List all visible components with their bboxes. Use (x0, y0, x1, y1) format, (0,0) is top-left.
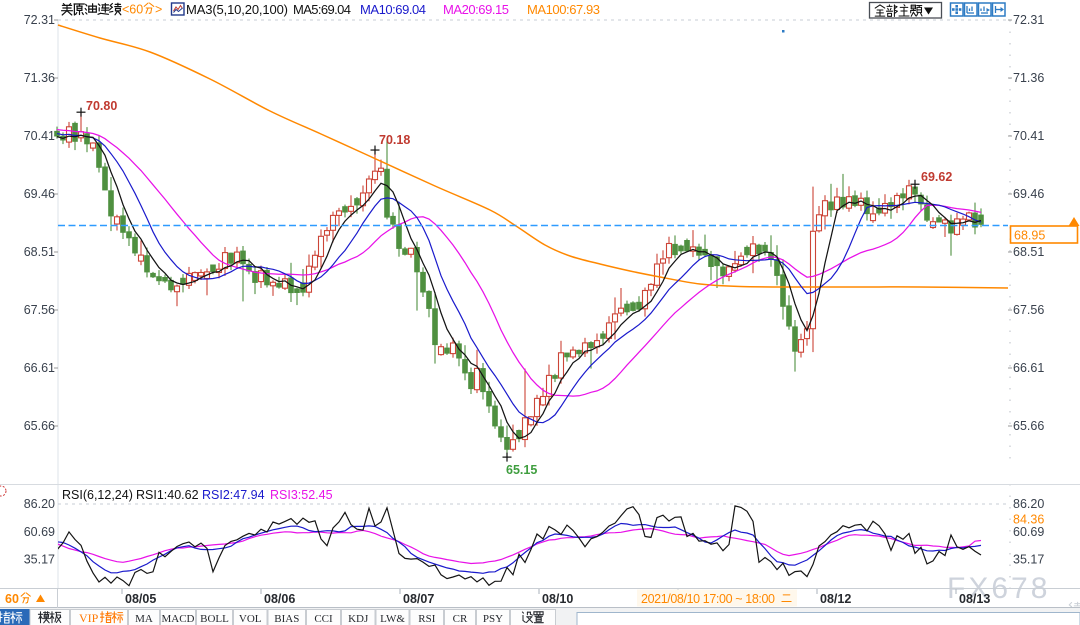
svg-text:70.18: 70.18 (379, 133, 410, 147)
svg-text:08/07: 08/07 (403, 592, 434, 606)
svg-text:<60: <60 (122, 3, 143, 17)
svg-text:71.36: 71.36 (24, 71, 55, 85)
svg-text:VOL: VOL (239, 613, 262, 625)
svg-text:72.31: 72.31 (24, 13, 55, 27)
svg-text:BIAS: BIAS (274, 613, 299, 625)
svg-text:VIP: VIP (79, 611, 99, 625)
svg-text:35.17: 35.17 (1013, 552, 1044, 566)
svg-text:86.20: 86.20 (1013, 497, 1044, 511)
svg-text:RSI: RSI (418, 613, 435, 625)
svg-text:60.69: 60.69 (24, 525, 55, 539)
svg-text:08/10: 08/10 (542, 592, 573, 606)
svg-text:69.46: 69.46 (1013, 187, 1044, 201)
svg-text:66.61: 66.61 (24, 361, 55, 375)
svg-text:>: > (155, 3, 162, 17)
svg-text:PSY: PSY (483, 613, 503, 625)
svg-text:LW&: LW& (380, 613, 405, 625)
svg-text:70.80: 70.80 (86, 99, 117, 113)
svg-text:MA: MA (135, 613, 153, 625)
svg-text:08/12: 08/12 (820, 592, 851, 606)
svg-text:65.66: 65.66 (1013, 419, 1044, 433)
svg-text:RSI2:47.94: RSI2:47.94 (202, 488, 265, 502)
svg-text:71.36: 71.36 (1013, 71, 1044, 85)
svg-text:08/05: 08/05 (125, 592, 156, 606)
svg-text:60.69: 60.69 (1013, 525, 1044, 539)
svg-text:69.46: 69.46 (24, 187, 55, 201)
svg-text:70.41: 70.41 (24, 129, 55, 143)
svg-text:65.66: 65.66 (24, 419, 55, 433)
svg-text:CCI: CCI (314, 613, 333, 625)
svg-text:70.41: 70.41 (1013, 129, 1044, 143)
svg-text:CR: CR (453, 613, 468, 625)
svg-text:MACD: MACD (161, 613, 194, 625)
svg-text:60: 60 (5, 592, 19, 606)
svg-text:66.61: 66.61 (1013, 361, 1044, 375)
svg-text:65.15: 65.15 (506, 463, 537, 477)
svg-text:67.56: 67.56 (24, 303, 55, 317)
svg-text:MA20:69.15: MA20:69.15 (443, 2, 509, 17)
svg-text:MA3(5,10,20,100): MA3(5,10,20,100) (186, 2, 288, 17)
svg-text:08/13: 08/13 (959, 592, 990, 606)
svg-text:RSI1:40.62: RSI1:40.62 (136, 488, 199, 502)
svg-text:72.31: 72.31 (1013, 13, 1044, 27)
svg-text:68.51: 68.51 (1013, 245, 1044, 259)
svg-text:MA10:69.04: MA10:69.04 (360, 2, 426, 17)
svg-text:RSI3:52.45: RSI3:52.45 (270, 488, 333, 502)
svg-text:68.51: 68.51 (24, 245, 55, 259)
svg-text:BOLL: BOLL (200, 613, 229, 625)
svg-text:68.95: 68.95 (1014, 229, 1045, 243)
svg-text:84.36: 84.36 (1013, 513, 1044, 527)
svg-text:69.62: 69.62 (921, 170, 952, 184)
svg-text:67.56: 67.56 (1013, 303, 1044, 317)
svg-text:08/06: 08/06 (264, 592, 295, 606)
svg-text:35.17: 35.17 (24, 552, 55, 566)
svg-text:86.20: 86.20 (24, 497, 55, 511)
svg-text:2021/08/10 17:00 ~ 18:00: 2021/08/10 17:00 ~ 18:00 (641, 592, 775, 606)
svg-text:KDJ: KDJ (348, 613, 369, 625)
svg-text:RSI(6,12,24): RSI(6,12,24) (62, 488, 133, 502)
svg-text:MA100:67.93: MA100:67.93 (527, 2, 600, 17)
svg-text:MA5:69.04: MA5:69.04 (293, 2, 351, 17)
